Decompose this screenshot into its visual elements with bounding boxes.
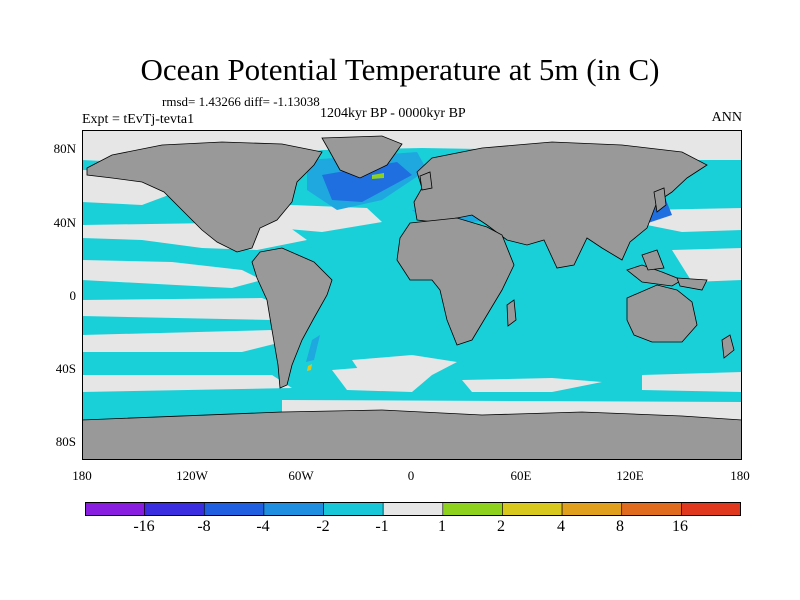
- neutral-region: [332, 366, 432, 392]
- neutral-region: [82, 375, 292, 392]
- neutral-region: [672, 248, 742, 282]
- uk: [419, 171, 433, 191]
- colorbar-cell: [442, 502, 503, 516]
- colorbar-label: 4: [557, 518, 565, 535]
- green-spot: [372, 173, 384, 179]
- antarctica: [82, 409, 742, 460]
- stats-text: rmsd= 1.43266 diff= -1.13038: [162, 94, 320, 109]
- yellow-spot: [307, 364, 312, 371]
- north-america: [86, 141, 323, 253]
- lon-tick-label: 180: [72, 468, 92, 483]
- colorbar-label: 8: [616, 518, 624, 535]
- colorbar: [85, 502, 741, 516]
- lat-tick-label: 0: [69, 288, 77, 303]
- greenland: [321, 135, 403, 179]
- experiment-label: Expt = tEvTj-tevta1: [82, 112, 195, 127]
- colorbar-cell: [203, 502, 265, 516]
- light-blue-region: [306, 335, 320, 362]
- colorbar-label: 2: [497, 518, 505, 535]
- colorbar-label: -4: [256, 518, 270, 535]
- colorbar-label: -8: [197, 518, 211, 535]
- new-zealand: [721, 334, 735, 359]
- neutral-region: [82, 330, 282, 352]
- lon-tick-label: 120E: [616, 468, 644, 483]
- land-masses: [82, 135, 742, 460]
- neutral-region: [462, 378, 602, 392]
- colorbar-cell: [263, 502, 324, 516]
- map-border: [82, 130, 742, 460]
- neutral-region: [82, 298, 287, 320]
- neutral-region: [642, 372, 742, 392]
- map-title: Ocean Potential Temperature at 5m (in C): [140, 52, 660, 87]
- lon-tick-label: 60E: [510, 468, 532, 483]
- colorbar-label: 16: [672, 518, 688, 535]
- colorbar-label: -1: [375, 518, 389, 535]
- colorbar-cell: [621, 502, 682, 516]
- world-map: [82, 130, 742, 460]
- lon-tick-label: 180: [730, 468, 750, 483]
- colorbar-cell: [144, 502, 205, 516]
- colorbar-cell: [323, 502, 384, 516]
- colorbar-cell: [382, 502, 444, 516]
- lat-tick-label: 80N: [53, 141, 76, 156]
- colorbar-cell: [561, 502, 623, 516]
- africa: [396, 217, 515, 346]
- new-guinea: [676, 277, 708, 291]
- south-america: [251, 247, 333, 389]
- lat-tick-label: 40N: [53, 215, 76, 230]
- colorbar-cell: [85, 502, 145, 516]
- lat-tick-label: 40S: [55, 361, 76, 376]
- colorbar-cell: [502, 502, 563, 516]
- colorbar-border: [85, 502, 741, 516]
- madagascar: [506, 299, 517, 327]
- lon-tick-label: 120W: [176, 468, 208, 483]
- lon-tick-label: 0: [407, 468, 415, 483]
- lon-tick-label: 60W: [288, 468, 314, 483]
- colorbar-label: 1: [438, 518, 446, 535]
- period-label: 1204kyr BP - 0000kyr BP: [320, 106, 466, 121]
- japan: [653, 187, 667, 213]
- borneo: [641, 249, 665, 271]
- season-label: ANN: [711, 110, 742, 125]
- australia: [626, 284, 698, 343]
- neutral-region: [82, 260, 262, 288]
- colorbar-cell: [681, 502, 741, 516]
- lat-tick-label: 80S: [55, 434, 76, 449]
- colorbar-label: -2: [316, 518, 330, 535]
- colorbar-label: -16: [133, 518, 155, 535]
